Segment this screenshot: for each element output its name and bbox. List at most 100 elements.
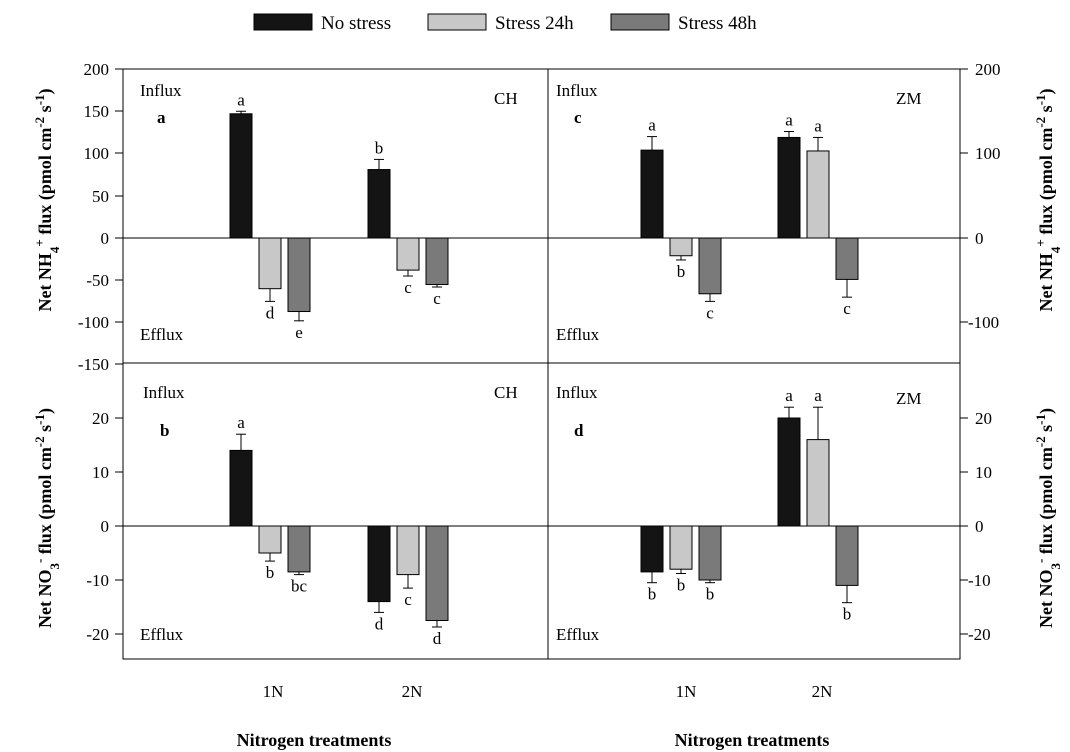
bar-b-1N-2 — [287, 525, 311, 573]
y-tick-label: 200 — [84, 60, 110, 79]
sig-letter-b-1N-0: a — [237, 413, 245, 432]
influx-label-b: Influx — [143, 383, 185, 402]
sig-letter-a-1N-0: a — [237, 90, 245, 109]
sig-letter-c-2N-0: a — [785, 111, 793, 130]
y-axis-title-top-right: Net NH4+ flux (pmol cm-2 s-1) — [1033, 88, 1063, 311]
bar-d-2N-0 — [777, 417, 801, 527]
y-tick-label: -100 — [968, 313, 999, 332]
panel-letter-b: b — [160, 421, 169, 440]
bar-a-2N-1 — [396, 237, 420, 271]
legend-label-no-stress: No stress — [321, 13, 391, 34]
efflux-label-b: Efflux — [140, 625, 184, 644]
x-tick-label-right-2n: 2N — [812, 682, 833, 701]
y-tick-label: 200 — [975, 60, 1001, 79]
y-tick-label: -20 — [86, 625, 109, 644]
panel-letter-c: c — [574, 108, 582, 127]
bar-d-1N-0 — [640, 525, 664, 573]
sig-letter-a-1N-2: e — [295, 323, 303, 342]
y-tick-label: 100 — [975, 144, 1001, 163]
sig-letter-b-2N-2: d — [433, 629, 442, 648]
influx-label-d: Influx — [556, 383, 598, 402]
bar-a-1N-1 — [258, 237, 282, 290]
sig-letter-d-1N-2: b — [706, 585, 715, 604]
sig-letter-b-2N-1: c — [404, 590, 412, 609]
y-tick-label: -20 — [968, 625, 991, 644]
bar-c-1N-2 — [698, 237, 722, 295]
y-tick-label: -100 — [78, 313, 109, 332]
sig-letter-a-2N-0: b — [375, 138, 384, 157]
panel-frames — [122, 68, 961, 660]
y-tick-label: 10 — [92, 463, 109, 482]
y-tick-label: 20 — [975, 409, 992, 428]
y-axis-title-top-left: Net NH4+ flux (pmol cm-2 s-1) — [32, 88, 62, 311]
sig-letter-a-2N-1: c — [404, 278, 412, 297]
sig-letter-a-1N-1: d — [266, 303, 275, 322]
sig-letter-d-1N-0: b — [648, 585, 657, 604]
efflux-label-c: Efflux — [556, 325, 600, 344]
y-tick-label: -10 — [86, 571, 109, 590]
bar-d-2N-2 — [835, 525, 859, 586]
y-axis-title-bottom-left: Net NO3- flux (pmol cm-2 s-1) — [32, 408, 62, 628]
sig-letter-b-1N-2: bc — [291, 577, 308, 596]
y-tick-labels-top-right: 200 100 0 -100 — [968, 60, 1001, 332]
zero-lines — [123, 237, 960, 527]
y-tick-label: -150 — [78, 355, 109, 374]
y-tick-label: 0 — [101, 517, 110, 536]
bar-a-2N-2 — [425, 237, 449, 285]
x-tick-label-left-2n: 2N — [402, 682, 423, 701]
sig-letter-b-2N-0: d — [375, 614, 384, 633]
y-tick-label: 0 — [101, 229, 110, 248]
y-tick-labels-bottom-left: 20 10 0 -10 -20 — [86, 409, 109, 644]
legend: No stress Stress 24h Stress 48h — [253, 13, 757, 34]
y-tick-label: -50 — [86, 271, 109, 290]
bar-b-1N-0 — [229, 449, 253, 527]
panel-frame-d — [547, 362, 961, 660]
sig-letter-b-1N-1: b — [266, 563, 275, 582]
bar-a-1N-2 — [287, 237, 311, 313]
sig-letter-c-1N-0: a — [648, 116, 656, 135]
y-tick-labels-bottom-right: 20 10 0 -10 -20 — [968, 409, 992, 644]
bar-b-2N-2 — [425, 525, 449, 621]
legend-swatch-stress-48h — [610, 13, 670, 31]
legend-swatch-no-stress — [253, 13, 313, 31]
bar-a-2N-0 — [367, 169, 391, 239]
cultivar-label-d: ZM — [896, 389, 922, 408]
sig-letter-c-2N-2: c — [843, 299, 851, 318]
y-tick-label: 100 — [84, 144, 110, 163]
sig-letter-d-1N-1: b — [677, 576, 686, 595]
bar-c-2N-1 — [806, 150, 830, 239]
legend-swatch-stress-24h — [427, 13, 487, 31]
y-tick-label: 0 — [975, 517, 984, 536]
panel-frame-c — [547, 68, 961, 364]
cultivar-label-b: CH — [494, 383, 518, 402]
sig-letter-c-2N-1: a — [814, 116, 822, 135]
sig-letter-d-2N-2: b — [843, 605, 852, 624]
legend-label-stress-24h: Stress 24h — [495, 13, 574, 34]
y-axis-bottom-right — [960, 417, 968, 635]
y-tick-label: 20 — [92, 409, 109, 428]
bar-b-2N-0 — [367, 525, 391, 603]
bar-d-1N-2 — [698, 525, 722, 581]
y-axis-bottom-left — [115, 417, 123, 635]
y-axis-top-right — [960, 68, 968, 323]
bar-d-2N-1 — [806, 439, 830, 527]
y-tick-label: 0 — [975, 229, 984, 248]
sig-letter-d-2N-0: a — [785, 386, 793, 405]
sig-letter-c-1N-2: c — [706, 303, 714, 322]
cultivar-label-c: ZM — [896, 89, 922, 108]
efflux-label-d: Efflux — [556, 625, 600, 644]
cultivar-label-a: CH — [494, 89, 518, 108]
bar-b-1N-1 — [258, 525, 282, 554]
x-tick-label-right-1n: 1N — [676, 682, 697, 701]
y-tick-labels-top-left: 200 150 100 50 0 -50 -100 -150 — [78, 60, 109, 374]
bar-c-1N-1 — [669, 237, 693, 257]
x-tick-labels: 1N 2N 1N 2N — [263, 682, 833, 701]
influx-label-a: Influx — [140, 81, 182, 100]
bar-b-2N-1 — [396, 525, 420, 576]
legend-label-stress-48h: Stress 48h — [678, 13, 757, 34]
panel-frame-a — [122, 68, 549, 364]
efflux-label-a: Efflux — [140, 325, 184, 344]
bar-c-2N-0 — [777, 136, 801, 239]
panel-frame-b — [122, 362, 549, 660]
